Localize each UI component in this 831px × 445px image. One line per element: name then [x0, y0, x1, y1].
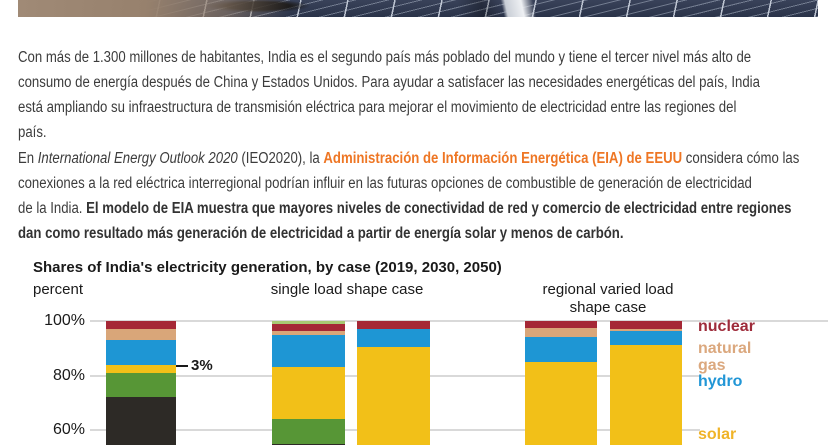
- bar-segment-hydro: [610, 331, 682, 345]
- bar-segment-dark: [272, 443, 345, 445]
- bar-segment-hydro: [106, 340, 176, 365]
- bar-segment-solar: [272, 367, 345, 420]
- chart-unit-label: percent: [33, 281, 84, 298]
- paragraph-line: consumo de energía después de China y Es…: [18, 70, 760, 95]
- chart-group-label-single-load: single load shape case: [270, 281, 424, 298]
- bar-segment-natural-gas: [272, 330, 345, 335]
- bar-segment-hydro: [525, 337, 597, 362]
- y-axis-tick-label: 80%: [52, 366, 85, 384]
- callout-3-percent: 3%: [191, 357, 213, 374]
- stacked-bar-5: [610, 321, 682, 445]
- eia-link[interactable]: Administración de Información Energética…: [323, 150, 683, 167]
- paragraph-line: En International Energy Outlook 2020 (IE…: [18, 146, 799, 171]
- text-run: El modelo de EIA muestra que mayores niv…: [86, 200, 792, 217]
- text-run: consumo de energía después de China y Es…: [18, 74, 760, 91]
- paragraph-line: país.: [18, 120, 707, 145]
- hero-solar-panels-image: [18, 0, 818, 17]
- bar-segment-green: [272, 419, 345, 444]
- paragraph-1: Con más de 1.300 millones de habitantes,…: [18, 45, 828, 145]
- paragraph-2: En International Energy Outlook 2020 (IE…: [18, 146, 828, 246]
- legend-item-solar: solar: [698, 426, 737, 443]
- chart-title: Shares of India's electricity generation…: [33, 259, 502, 276]
- paragraph-line: dan como resultado más generación de ele…: [18, 221, 707, 246]
- stacked-bar-4: [525, 321, 597, 445]
- electricity-generation-chart: Shares of India's electricity generation…: [0, 255, 831, 445]
- bar-segment-solar: [357, 346, 430, 445]
- legend-item-natural-gas: natural gas: [698, 340, 752, 374]
- y-axis-tick-label: 60%: [52, 421, 85, 438]
- y-axis-tick-label: 100%: [44, 312, 85, 329]
- text-run: país.: [18, 124, 47, 141]
- bar-segment-natural-gas: [610, 329, 682, 332]
- legend-item-hydro: hydro: [698, 373, 743, 390]
- bar-segment-nuclear: [106, 321, 176, 330]
- bar-segment-natural-gas: [106, 329, 176, 341]
- bar-segment-solar: [610, 344, 682, 445]
- stacked-bar-3: [357, 321, 430, 445]
- chart-group-label-regional-varied: regional varied load shape case: [542, 281, 674, 316]
- paragraph-line: conexiones a la red eléctrica interregio…: [18, 171, 752, 196]
- paragraph-line: Con más de 1.300 millones de habitantes,…: [18, 45, 751, 70]
- bar-segment-dark: [106, 397, 176, 445]
- bar-segment-light-green: [272, 321, 345, 324]
- bar-segment-nuclear: [525, 321, 597, 328]
- bar-segment-hydro: [357, 329, 430, 347]
- bar-segment-nuclear: [610, 321, 682, 330]
- paragraph-line: está ampliando su infraestructura de tra…: [18, 95, 736, 120]
- stacked-bar-2: [272, 321, 345, 445]
- bar-segment-nuclear: [357, 321, 430, 330]
- bar-segment-natural-gas: [525, 327, 597, 338]
- bar-segment-nuclear: [272, 323, 345, 331]
- callout-dash: [176, 365, 188, 367]
- text-run: (IEO2020), la: [237, 150, 324, 167]
- gridline-100: [90, 320, 828, 322]
- text-run: Con más de 1.300 millones de habitantes,…: [18, 49, 752, 66]
- bar-segment-solar: [525, 361, 597, 445]
- stacked-bar-1: [106, 321, 176, 445]
- legend-item-nuclear: nuclear: [698, 318, 755, 335]
- bar-segment-hydro: [272, 334, 345, 368]
- text-run: considera cómo las: [682, 150, 800, 167]
- text-run: dan como resultado más generación de ele…: [18, 225, 624, 242]
- text-run: International Energy Outlook 2020: [37, 150, 238, 167]
- bar-segment-solar: [106, 364, 176, 373]
- text-run: está ampliando su infraestructura de tra…: [18, 99, 737, 116]
- paragraph-line: de la India. El modelo de EIA muestra qu…: [18, 196, 792, 221]
- text-run: conexiones a la red eléctrica interregio…: [18, 175, 752, 192]
- text-run: de la India.: [18, 200, 87, 217]
- text-run: En: [18, 150, 38, 167]
- bar-segment-green: [106, 372, 176, 398]
